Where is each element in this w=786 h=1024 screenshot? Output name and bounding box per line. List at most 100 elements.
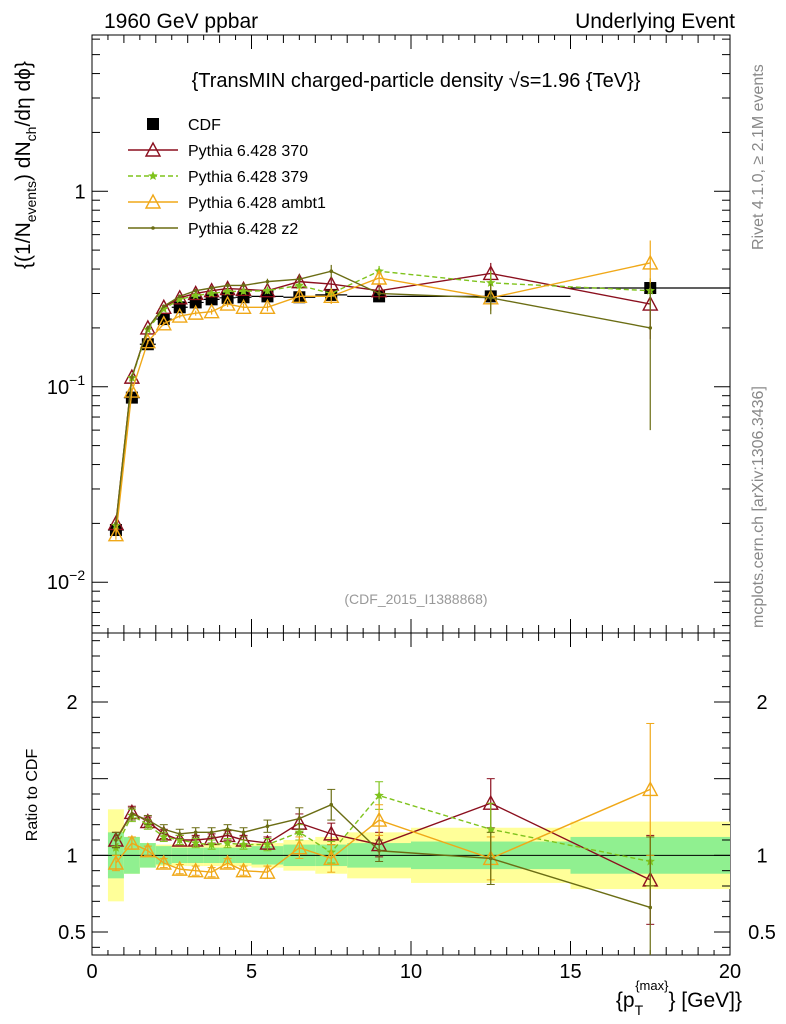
legend-entry-pythia-6-428-ambt1: Pythia 6.428 ambt1: [128, 193, 326, 212]
legend-label: Pythia 6.428 370: [188, 143, 308, 160]
data-point: [329, 269, 334, 274]
data-point: [235, 298, 252, 314]
x-tick-label: 0: [86, 961, 97, 983]
ratio-point: [259, 863, 276, 879]
data-point: [294, 280, 305, 290]
data-point: [114, 521, 118, 526]
legend-entry-pythia-6-428-379: Pythia 6.428 379: [128, 169, 308, 186]
ratio-y-tick-label-right: 0.5: [748, 922, 776, 944]
series-line: [115, 270, 651, 524]
ratio-point: [155, 854, 172, 870]
ratio-point: [190, 838, 201, 848]
analysis-watermark: (CDF_2015_I1388868): [344, 591, 487, 607]
data-point: [222, 286, 233, 296]
legend-label: CDF: [188, 117, 221, 134]
ratio-y-tick-label-right: 2: [756, 692, 767, 714]
data-point: [241, 283, 246, 288]
legend-marker: [144, 193, 162, 209]
data-point: [237, 291, 250, 304]
data-point: [155, 298, 172, 314]
legend-entry-pythia-6-428-z2: Pythia 6.428 z2: [128, 221, 298, 238]
x-tick-label: 5: [246, 961, 257, 983]
legend-marker: [144, 141, 162, 157]
ratio-point: [377, 848, 381, 853]
data-point: [203, 282, 220, 298]
ratio-point: [238, 839, 249, 849]
y-tick-label: 10−2: [47, 567, 85, 594]
legend-entry-cdf: CDF: [147, 117, 221, 134]
ratio-point: [488, 856, 493, 861]
ratio-point: [139, 842, 156, 858]
x-tick-label: 10: [400, 961, 422, 983]
data-point: [486, 277, 496, 287]
data-point: [238, 286, 249, 296]
header-left: 1960 GeV ppbar: [104, 10, 258, 33]
ratio-point: [187, 862, 204, 878]
ratio-point: [130, 812, 134, 816]
data-point: [235, 280, 252, 297]
main-ylabel: {(1/Nevents) dNch/dη dϕ}: [12, 61, 39, 269]
ratio-point: [294, 827, 305, 837]
mcplots-label: mcplots.cern.ch [arXiv:1306.3436]: [750, 386, 767, 628]
ratio-point: [235, 862, 252, 878]
ratio-point: [225, 827, 230, 832]
ratio-point: [370, 811, 388, 827]
ratio-y-tick-label: 2: [66, 692, 77, 714]
data-point: [265, 279, 270, 284]
ratio-point: [123, 834, 141, 850]
data-point: [297, 277, 302, 281]
ratio-point: [209, 830, 214, 835]
series-cdf: [107, 282, 730, 537]
data-point: [203, 303, 220, 319]
ratio-point: [642, 780, 659, 797]
data-point: [642, 254, 659, 270]
data-point: [146, 326, 150, 330]
header-right: Underlying Event: [575, 10, 735, 33]
data-point: [206, 288, 217, 298]
data-point: [161, 304, 166, 309]
data-point: [130, 375, 134, 379]
data-point: [377, 291, 381, 296]
legend-label: Pythia 6.428 379: [188, 169, 308, 186]
ratio-point: [329, 802, 334, 807]
data-point: [187, 304, 204, 320]
ratio-y-tick-label: 0.5: [58, 922, 86, 944]
ratio-point: [159, 831, 169, 841]
ratio-ylabel: Ratio to CDF: [24, 749, 41, 842]
legend-marker: [151, 226, 155, 230]
ratio-frame: [91, 632, 731, 956]
data-point: [225, 283, 230, 288]
data-point: [291, 287, 308, 304]
data-point: [187, 285, 204, 301]
data-point: [177, 294, 182, 299]
ratio-point: [648, 905, 653, 910]
ratio-point: [114, 838, 118, 842]
data-point: [209, 286, 214, 290]
legend-label: Pythia 6.428 ambt1: [188, 195, 326, 212]
rivet-label: Rivet 4.1.0, ≥ 2.1M events: [750, 64, 767, 250]
data-point: [323, 287, 340, 304]
data-point: [219, 295, 236, 311]
x-tick-label: 15: [559, 961, 581, 983]
legend-marker: [147, 118, 159, 130]
series-pythia-6-428-z2: [114, 264, 653, 528]
ratio-point: [161, 827, 166, 832]
series-pythia-6-428-ambt1: [107, 240, 659, 542]
ratio-point: [175, 835, 185, 844]
y-tick-label: 1: [74, 181, 85, 203]
data-point: [155, 315, 172, 331]
legend-label: Pythia 6.428 z2: [188, 221, 298, 238]
ratio-point: [486, 824, 496, 834]
series-line: [115, 270, 651, 526]
legend-marker: [148, 171, 158, 180]
ratio-y-tick-label: 1: [66, 845, 77, 867]
data-point: [488, 296, 493, 300]
data-point: [648, 326, 653, 330]
ratio-point: [206, 839, 217, 849]
ratio-point: [193, 830, 198, 835]
x-axis-label: {pT{max}} [GeV]}: [616, 978, 742, 1018]
data-point: [107, 526, 125, 542]
legend-entry-pythia-6-428-370: Pythia 6.428 370: [128, 141, 308, 160]
data-point: [262, 285, 273, 295]
